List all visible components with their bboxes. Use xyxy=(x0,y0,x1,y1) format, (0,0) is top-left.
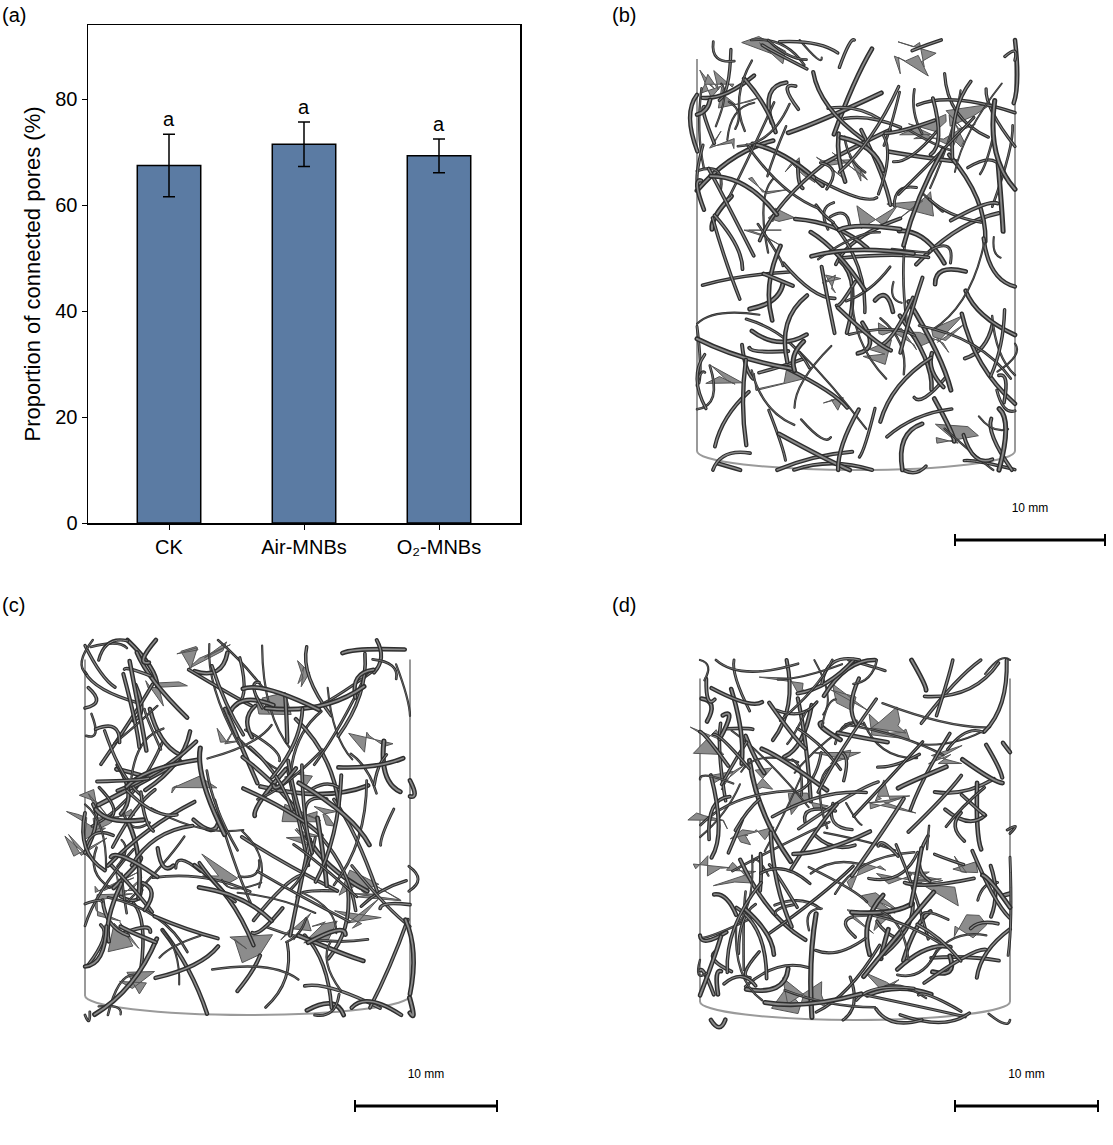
svg-text:(b): (b) xyxy=(612,4,636,26)
svg-text:(c): (c) xyxy=(2,594,25,616)
svg-text:40: 40 xyxy=(55,300,77,322)
svg-text:a: a xyxy=(298,96,310,118)
svg-text:CK: CK xyxy=(155,536,183,558)
svg-text:a: a xyxy=(433,113,445,135)
svg-text:(d): (d) xyxy=(612,594,636,616)
svg-text:Air-MNBs: Air-MNBs xyxy=(261,536,347,558)
svg-text:Proportion of connected pores: Proportion of connected pores (%) xyxy=(20,106,45,441)
svg-text:10 mm: 10 mm xyxy=(1008,1067,1045,1081)
svg-text:80: 80 xyxy=(55,88,77,110)
svg-text:a: a xyxy=(163,108,175,130)
svg-text:O₂-MNBs: O₂-MNBs xyxy=(397,536,481,558)
svg-text:10 mm: 10 mm xyxy=(408,1067,445,1081)
svg-text:0: 0 xyxy=(66,512,77,534)
svg-text:60: 60 xyxy=(55,194,77,216)
svg-text:10 mm: 10 mm xyxy=(1012,501,1049,515)
svg-text:20: 20 xyxy=(55,406,77,428)
svg-text:(a): (a) xyxy=(2,4,26,26)
